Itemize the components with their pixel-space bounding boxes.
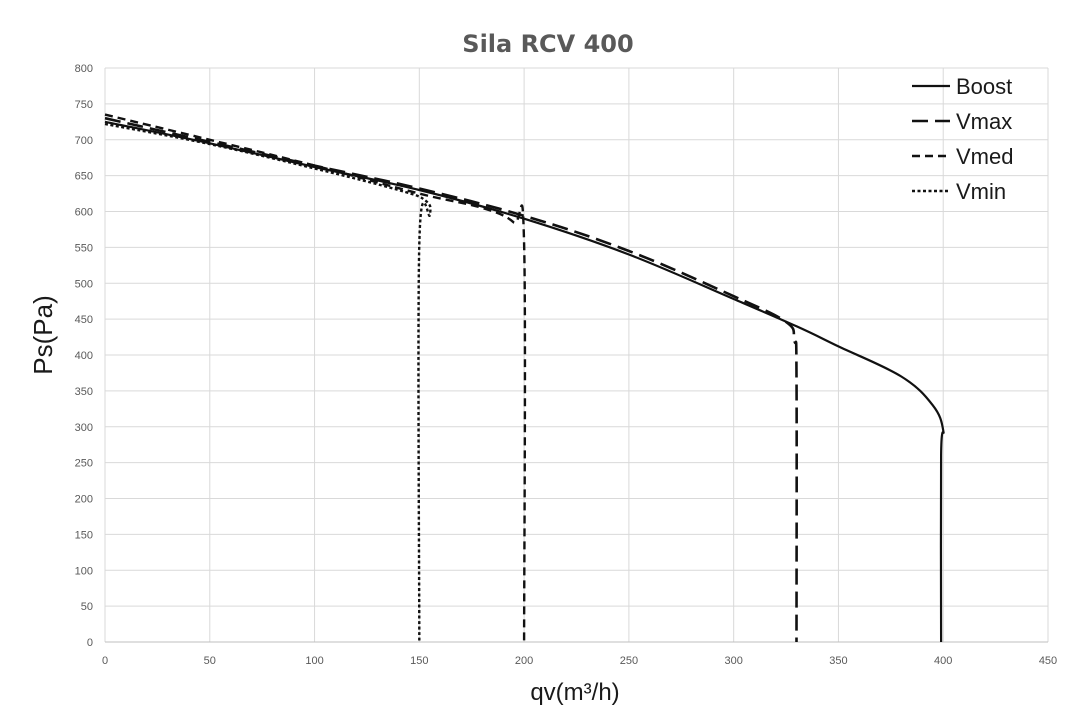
x-tick-label: 150 [410,655,428,667]
series-line-vmax [104,116,798,643]
y-tick-label: 250 [75,458,93,470]
y-tick-label: 300 [75,422,93,434]
y-axis-title: Ps(Pa) [28,295,58,374]
x-tick-label: 300 [724,655,742,667]
y-tick-label: 150 [75,529,93,541]
x-axis-title: qv(m³/h) [530,679,619,706]
x-tick-label: 450 [1039,655,1057,667]
y-tick-label: 200 [75,494,93,506]
x-tick-label: 250 [620,655,638,667]
y-tick-label: 500 [75,278,93,290]
y-tick-label: 750 [75,99,93,111]
x-tick-label: 200 [515,655,533,667]
y-tick-label: 600 [75,207,93,219]
y-tick-label: 100 [75,565,93,577]
gridlines [104,67,1049,643]
y-tick-label: 700 [75,135,93,147]
series-line-vmin [104,122,432,643]
y-tick-label: 400 [75,350,93,362]
chart-title: Sila RCV 400 [462,30,633,58]
y-tick-label: 650 [75,171,93,183]
legend-label-vmax: Vmax [956,109,1012,134]
y-tick-label: 550 [75,242,93,254]
y-tick-label: 800 [75,63,93,75]
series-lines [104,113,945,643]
y-tick-label: 450 [75,314,93,326]
x-tick-label: 50 [204,655,216,667]
x-tick-label: 350 [829,655,847,667]
legend-label-boost: Boost [956,74,1012,99]
legend-label-vmin: Vmin [956,179,1006,204]
series-line-boost [104,120,945,643]
y-tick-label: 350 [75,386,93,398]
tick-labels: 0501001502002503003504004505005506006507… [75,63,1058,667]
legend-label-vmed: Vmed [956,144,1013,169]
y-tick-label: 50 [81,601,93,613]
x-tick-label: 0 [102,655,108,667]
series-line-vmed [104,113,527,643]
x-tick-label: 100 [305,655,323,667]
legend: Boost Vmax Vmed Vmin [912,74,1013,204]
x-tick-label: 400 [934,655,952,667]
y-tick-label: 0 [87,637,93,649]
